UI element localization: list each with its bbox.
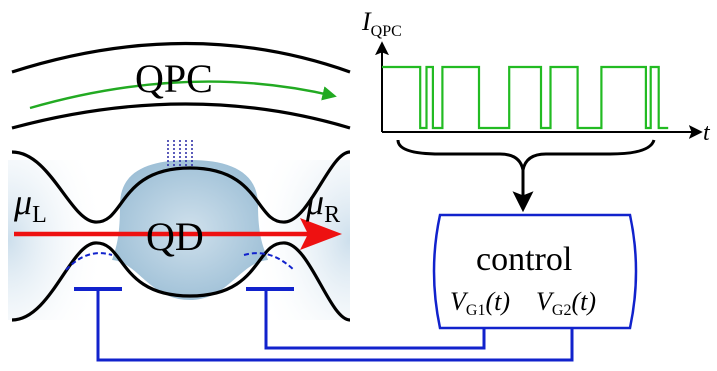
qpc-label: QPC [135,56,213,101]
device-lower-boundary [11,241,351,322]
device-upper-boundary [11,150,351,224]
qpc-lower-boundary [11,102,351,130]
qpc-channel: QPC [11,41,351,130]
right-barrier-dashed [243,252,295,271]
vg2-label: VG2(t) [536,287,596,319]
vg2-subscript: G2 [552,302,572,319]
vg1-subscript: G1 [466,302,486,319]
gate-2-wire [264,289,486,350]
left-barrier-dashed [65,252,113,271]
control-box: control VG1(t) VG2(t) [432,213,638,330]
qd-label: QD [146,214,204,259]
capacitive-coupling-lines [167,140,193,168]
trace-brace [396,139,656,171]
gate-1-wire [96,289,574,362]
left-lead-shading [8,160,118,320]
vg1-label: VG1(t) [450,287,510,319]
transport-arrow [14,218,342,250]
x-axis-label: t [703,120,711,146]
gate-wires [96,289,574,362]
current-trace-line [382,65,669,130]
vg1-argument: (t) [485,287,510,316]
quantum-dot-fill [112,160,268,300]
qpc-upper-boundary [11,41,351,74]
y-axis-label: IQPC [361,7,402,40]
qpc-current-arrow [29,80,337,110]
current-trace-plot: IQPC t [361,7,711,146]
y-axis-subscript: QPC [371,23,402,40]
mu-right-label: μR [305,182,340,228]
control-label: control [476,241,572,278]
mu-right-subscript: R [324,202,340,228]
mu-left-subscript: L [32,202,47,228]
vg2-argument: (t) [571,287,596,316]
mu-left-label: μL [13,182,47,228]
